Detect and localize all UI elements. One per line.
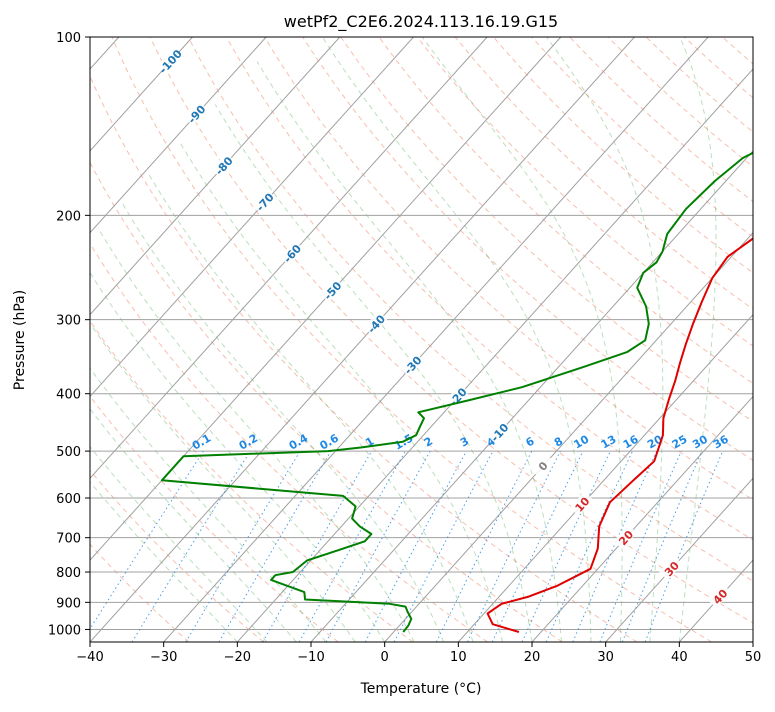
y-tick-label: 1000	[48, 623, 81, 638]
y-tick-label: 900	[56, 596, 81, 611]
chart-title: wetPf2_C2E6.2024.113.16.19.G15	[284, 12, 558, 32]
y-tick-label: 300	[56, 314, 81, 329]
y-tick-label: 700	[56, 532, 81, 547]
x-tick-label: −20	[224, 650, 251, 665]
y-tick-label: 200	[56, 209, 81, 224]
y-tick-label: 800	[56, 566, 81, 581]
x-tick-label: 40	[671, 650, 688, 665]
x-tick-label: 10	[450, 650, 467, 665]
x-tick-label: 20	[524, 650, 541, 665]
x-tick-label: 50	[745, 650, 762, 665]
x-tick-label: −30	[150, 650, 177, 665]
y-tick-label: 500	[56, 445, 81, 460]
x-axis-label: Temperature (°C)	[360, 681, 482, 697]
x-tick-label: 30	[597, 650, 614, 665]
x-tick-label: −10	[297, 650, 324, 665]
y-tick-label: 400	[56, 388, 81, 403]
y-tick-label: 100	[56, 31, 81, 46]
x-tick-label: −40	[76, 650, 103, 665]
y-tick-label: 600	[56, 492, 81, 507]
x-tick-label: 0	[381, 650, 389, 665]
y-axis-label: Pressure (hPa)	[12, 290, 28, 390]
